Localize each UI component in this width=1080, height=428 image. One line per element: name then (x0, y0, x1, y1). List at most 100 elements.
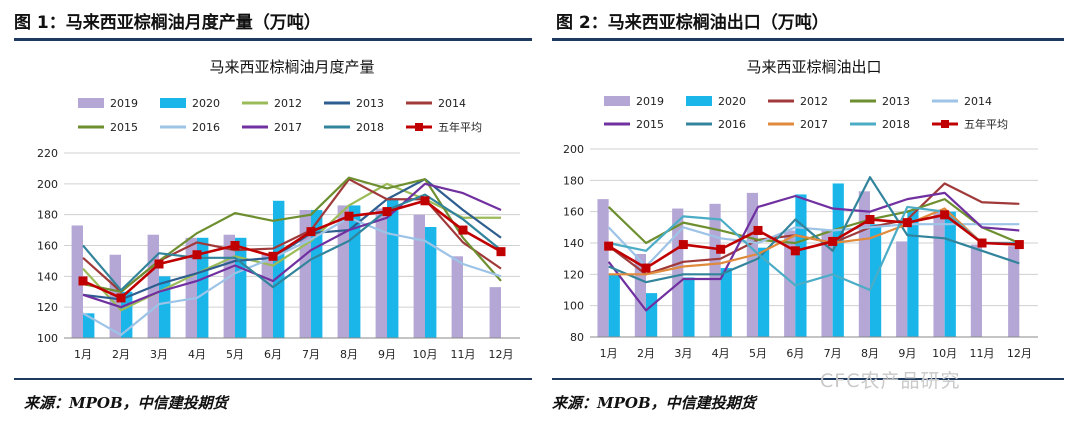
x-tick-label: 9月 (378, 348, 396, 361)
legend-swatch-2020 (686, 96, 712, 106)
bar-2019-9月 (375, 208, 387, 338)
y-tick-label: 140 (37, 270, 58, 283)
bar-2020-6月 (273, 200, 285, 338)
point-五年平均-9月 (902, 218, 912, 228)
point-五年平均-11月 (977, 238, 987, 248)
figure-1-source: 来源：MPOB，中信建投期货 (24, 394, 228, 412)
legend-label: 2014 (964, 95, 992, 108)
x-tick-label: 10月 (413, 348, 438, 361)
x-tick-label: 6月 (786, 347, 804, 360)
point-五年平均-12月 (1014, 240, 1024, 250)
bar-2020-6月 (795, 194, 807, 337)
point-五年平均-4月 (716, 244, 726, 254)
bar-2020-1月 (83, 313, 95, 338)
point-五年平均-5月 (230, 241, 240, 250)
figure-1-heading: 图 1：马来西亚棕榈油月度产量（万吨） (14, 13, 321, 33)
bar-2019-7月 (821, 230, 833, 337)
x-tick-label: 5月 (749, 347, 767, 360)
legend-label: 五年平均 (964, 117, 1008, 131)
x-tick-label: 2月 (112, 348, 130, 361)
bar-2019-8月 (858, 191, 870, 337)
x-tick-label: 10月 (932, 347, 957, 360)
watermark: CFC农产品研究 (820, 370, 961, 392)
x-tick-label: 4月 (188, 348, 206, 361)
legend-swatch-2019 (604, 96, 630, 106)
bar-2020-7月 (311, 210, 323, 338)
legend-label: 2020 (718, 95, 746, 108)
bar-2019-1月 (71, 225, 83, 338)
y-tick-label: 120 (37, 301, 58, 314)
x-tick-label: 4月 (712, 347, 730, 360)
figure-2-source: 来源：MPOB，中信建投期货 (552, 394, 756, 412)
point-五年平均-8月 (344, 211, 354, 221)
x-tick-label: 7月 (824, 347, 842, 360)
point-五年平均-10月 (940, 210, 950, 220)
x-tick-label: 8月 (340, 348, 358, 361)
legend-marker-五年平均 (415, 123, 423, 131)
y-tick-label: 100 (563, 300, 584, 313)
bar-2019-5月 (746, 192, 758, 337)
legend-label: 2017 (274, 121, 302, 134)
x-tick-label: 9月 (898, 347, 916, 360)
legend-label: 2013 (882, 95, 910, 108)
series-line-2016 (608, 176, 1020, 284)
series-line-2017 (608, 207, 1020, 276)
point-五年平均-12月 (496, 247, 506, 257)
y-tick-label: 200 (37, 178, 58, 191)
production-chart: 马来西亚棕榈油月度产量 2019 2020 2012 2013 2014 2015 2016 2… (37, 58, 520, 361)
bar-2019-11月 (970, 244, 982, 337)
bar-2020-3月 (159, 276, 171, 338)
point-五年平均-2月 (116, 293, 126, 303)
bar-2020-9月 (387, 199, 399, 338)
y-tick-label: 140 (563, 237, 584, 250)
bar-2019-5月 (223, 234, 235, 338)
bar-2020-10月 (944, 211, 956, 337)
point-五年平均-3月 (678, 240, 688, 250)
point-五年平均-4月 (192, 250, 202, 260)
bar-2020-4月 (720, 268, 732, 337)
bar-2020-5月 (758, 247, 770, 337)
y-tick-label: 200 (563, 143, 584, 156)
top-rule-2 (552, 38, 1064, 41)
point-五年平均-7月 (306, 227, 316, 237)
y-tick-label: 120 (563, 268, 584, 281)
legend-swatch-2020 (160, 98, 186, 108)
bar-2020-3月 (683, 277, 695, 337)
bar-2019-9月 (896, 241, 908, 337)
point-五年平均-9月 (382, 207, 392, 217)
bar-2019-4月 (185, 237, 197, 338)
x-tick-label: 1月 (74, 348, 92, 361)
x-tick-label: 5月 (226, 348, 244, 361)
point-五年平均-10月 (420, 196, 430, 206)
legend-label: 2018 (882, 118, 910, 131)
point-五年平均-3月 (154, 259, 164, 269)
y-tick-label: 180 (563, 174, 584, 187)
x-tick-label: 11月 (451, 348, 476, 361)
bar-2019-10月 (933, 210, 945, 337)
x-tick-label: 7月 (302, 348, 320, 361)
figure-2-heading: 图 2：马来西亚棕榈油出口（万吨） (556, 13, 829, 33)
x-tick-label: 2月 (637, 347, 655, 360)
legend-label: 2016 (718, 118, 746, 131)
legend-label: 2018 (356, 121, 384, 134)
legend-marker-五年平均 (941, 120, 949, 128)
series-line-2013 (607, 198, 1020, 245)
chart-title: 马来西亚棕榈油月度产量 (209, 58, 374, 76)
series-line-五年平均 (82, 199, 502, 300)
legend-label: 2019 (636, 95, 664, 108)
bottom-rule-2 (552, 378, 1064, 380)
y-tick-label: 80 (570, 331, 584, 344)
y-tick-label: 160 (563, 206, 584, 219)
legend-label: 2015 (110, 121, 138, 134)
y-tick-label: 160 (37, 240, 58, 253)
series-line-2017 (82, 182, 502, 309)
legend-label: 2012 (274, 97, 302, 110)
point-五年平均-1月 (604, 241, 614, 251)
x-tick-label: 3月 (150, 348, 168, 361)
legend-swatch-2019 (78, 98, 104, 108)
x-tick-label: 12月 (1007, 347, 1032, 360)
bar-2019-12月 (1008, 246, 1020, 337)
bar-2020-4月 (197, 237, 209, 338)
bar-2019-12月 (489, 287, 501, 338)
bar-2020-10月 (425, 227, 437, 338)
